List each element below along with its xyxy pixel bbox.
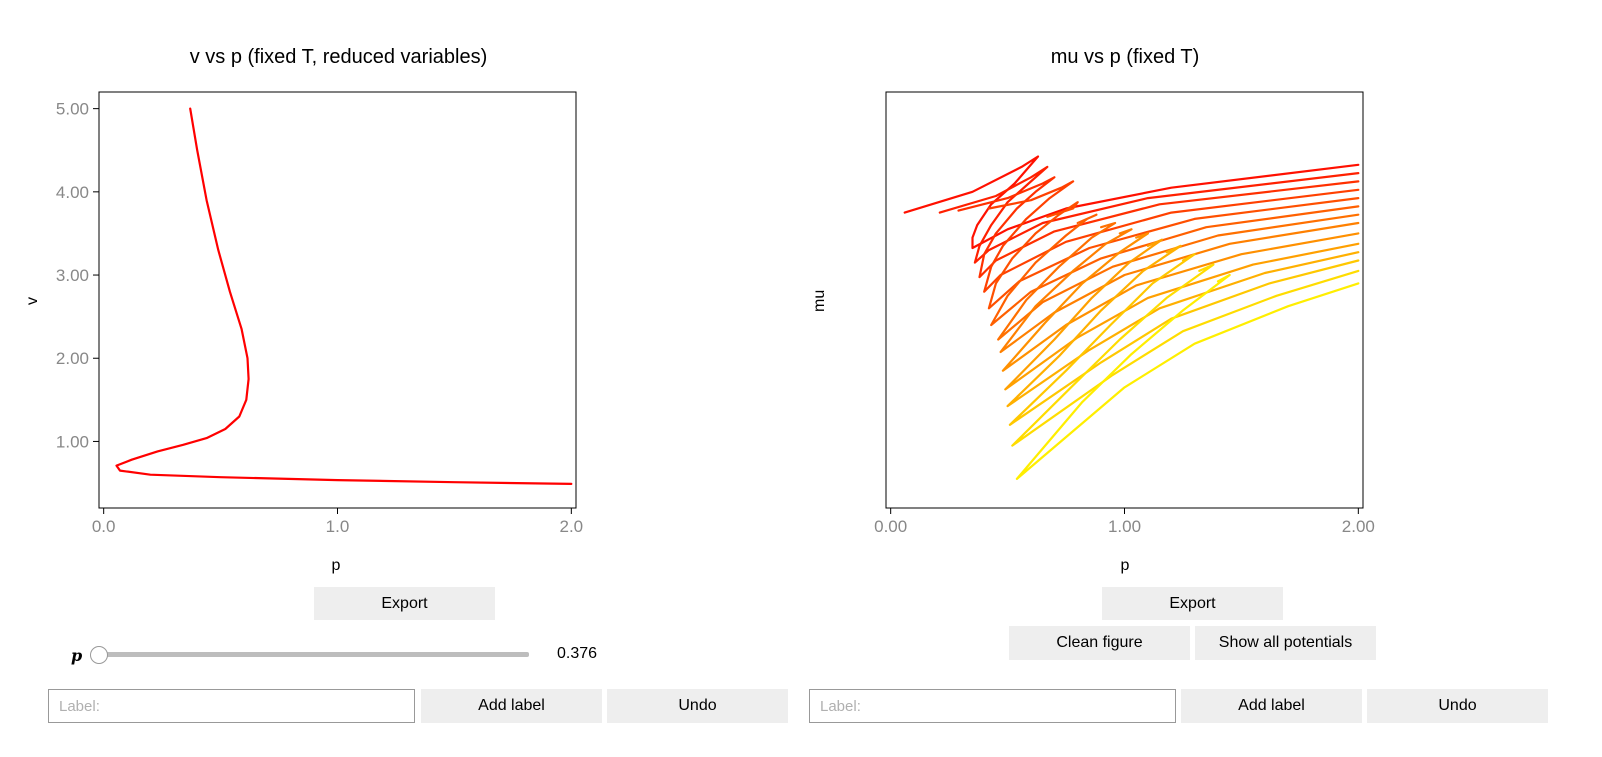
left-chart-x-tick-label: 0.0 <box>92 517 116 536</box>
left-undo-button[interactable]: Undo <box>607 689 788 723</box>
left-chart-title: v vs p (fixed T, reduced variables) <box>189 46 488 68</box>
right-undo-button[interactable]: Undo <box>1367 689 1548 723</box>
left-chart-y-tick-label: 4.00 <box>56 183 89 202</box>
right-x-axis-label: p <box>1120 557 1130 574</box>
right-chart-series-line <box>1004 238 1360 391</box>
clean-figure-button[interactable]: Clean figure <box>1009 626 1190 660</box>
right-chart-series-line <box>999 221 1360 354</box>
right-label-input[interactable] <box>809 689 1176 723</box>
right-export-button[interactable]: Export <box>1102 587 1283 620</box>
right-chart-series-line <box>1008 253 1360 426</box>
right-chart-plot-frame <box>885 91 1364 509</box>
right-chart-title: mu vs p (fixed T) <box>1050 46 1200 68</box>
right-chart-series-line <box>1015 273 1360 480</box>
right-chart-series-line <box>938 165 1360 264</box>
p-slider-track[interactable] <box>99 652 529 657</box>
right-chart-series-line <box>983 180 1360 293</box>
show-all-potentials-button[interactable]: Show all potentials <box>1195 626 1376 660</box>
right-chart-series-line <box>903 155 1360 250</box>
left-chart-y-tick-label: 5.00 <box>56 100 89 119</box>
right-chart-x-tick-label: 1.00 <box>1108 517 1141 536</box>
left-chart-y-tick-label: 1.00 <box>56 432 89 451</box>
right-chart: 0.00 1.00 2.00 <box>874 91 1375 536</box>
right-chart-series-line <box>1011 263 1360 447</box>
left-chart-y-tick-label: 2.00 <box>56 349 89 368</box>
left-chart-x-tick-label: 1.0 <box>326 517 350 536</box>
p-slider-label: p <box>71 646 83 665</box>
right-chart-series-line <box>997 213 1360 341</box>
left-x-axis-label: p <box>331 557 341 574</box>
left-label-input[interactable] <box>48 689 415 723</box>
right-chart-series-line <box>957 176 1360 279</box>
right-add-label-button[interactable]: Add label <box>1181 689 1362 723</box>
right-chart-series-line <box>990 205 1360 327</box>
left-chart-plot-frame <box>98 91 577 509</box>
right-chart-x-tick-label: 2.00 <box>1342 517 1375 536</box>
right-chart-series-line <box>1001 232 1360 372</box>
left-add-label-button[interactable]: Add label <box>421 689 602 723</box>
left-chart: 0.0 1.0 2.0 1.00 2.00 3.00 4.00 5.00 <box>56 91 584 536</box>
left-chart-y-tick-label: 3.00 <box>56 266 89 285</box>
right-chart-x-tick-label: 0.00 <box>874 517 907 536</box>
right-chart-series-line <box>1006 244 1360 408</box>
p-slider-thumb[interactable] <box>90 646 108 664</box>
left-export-button[interactable]: Export <box>314 587 495 620</box>
p-slider-value: 0.376 <box>557 645 598 662</box>
left-chart-series-line <box>115 107 573 485</box>
left-chart-x-tick-label: 2.0 <box>560 517 584 536</box>
